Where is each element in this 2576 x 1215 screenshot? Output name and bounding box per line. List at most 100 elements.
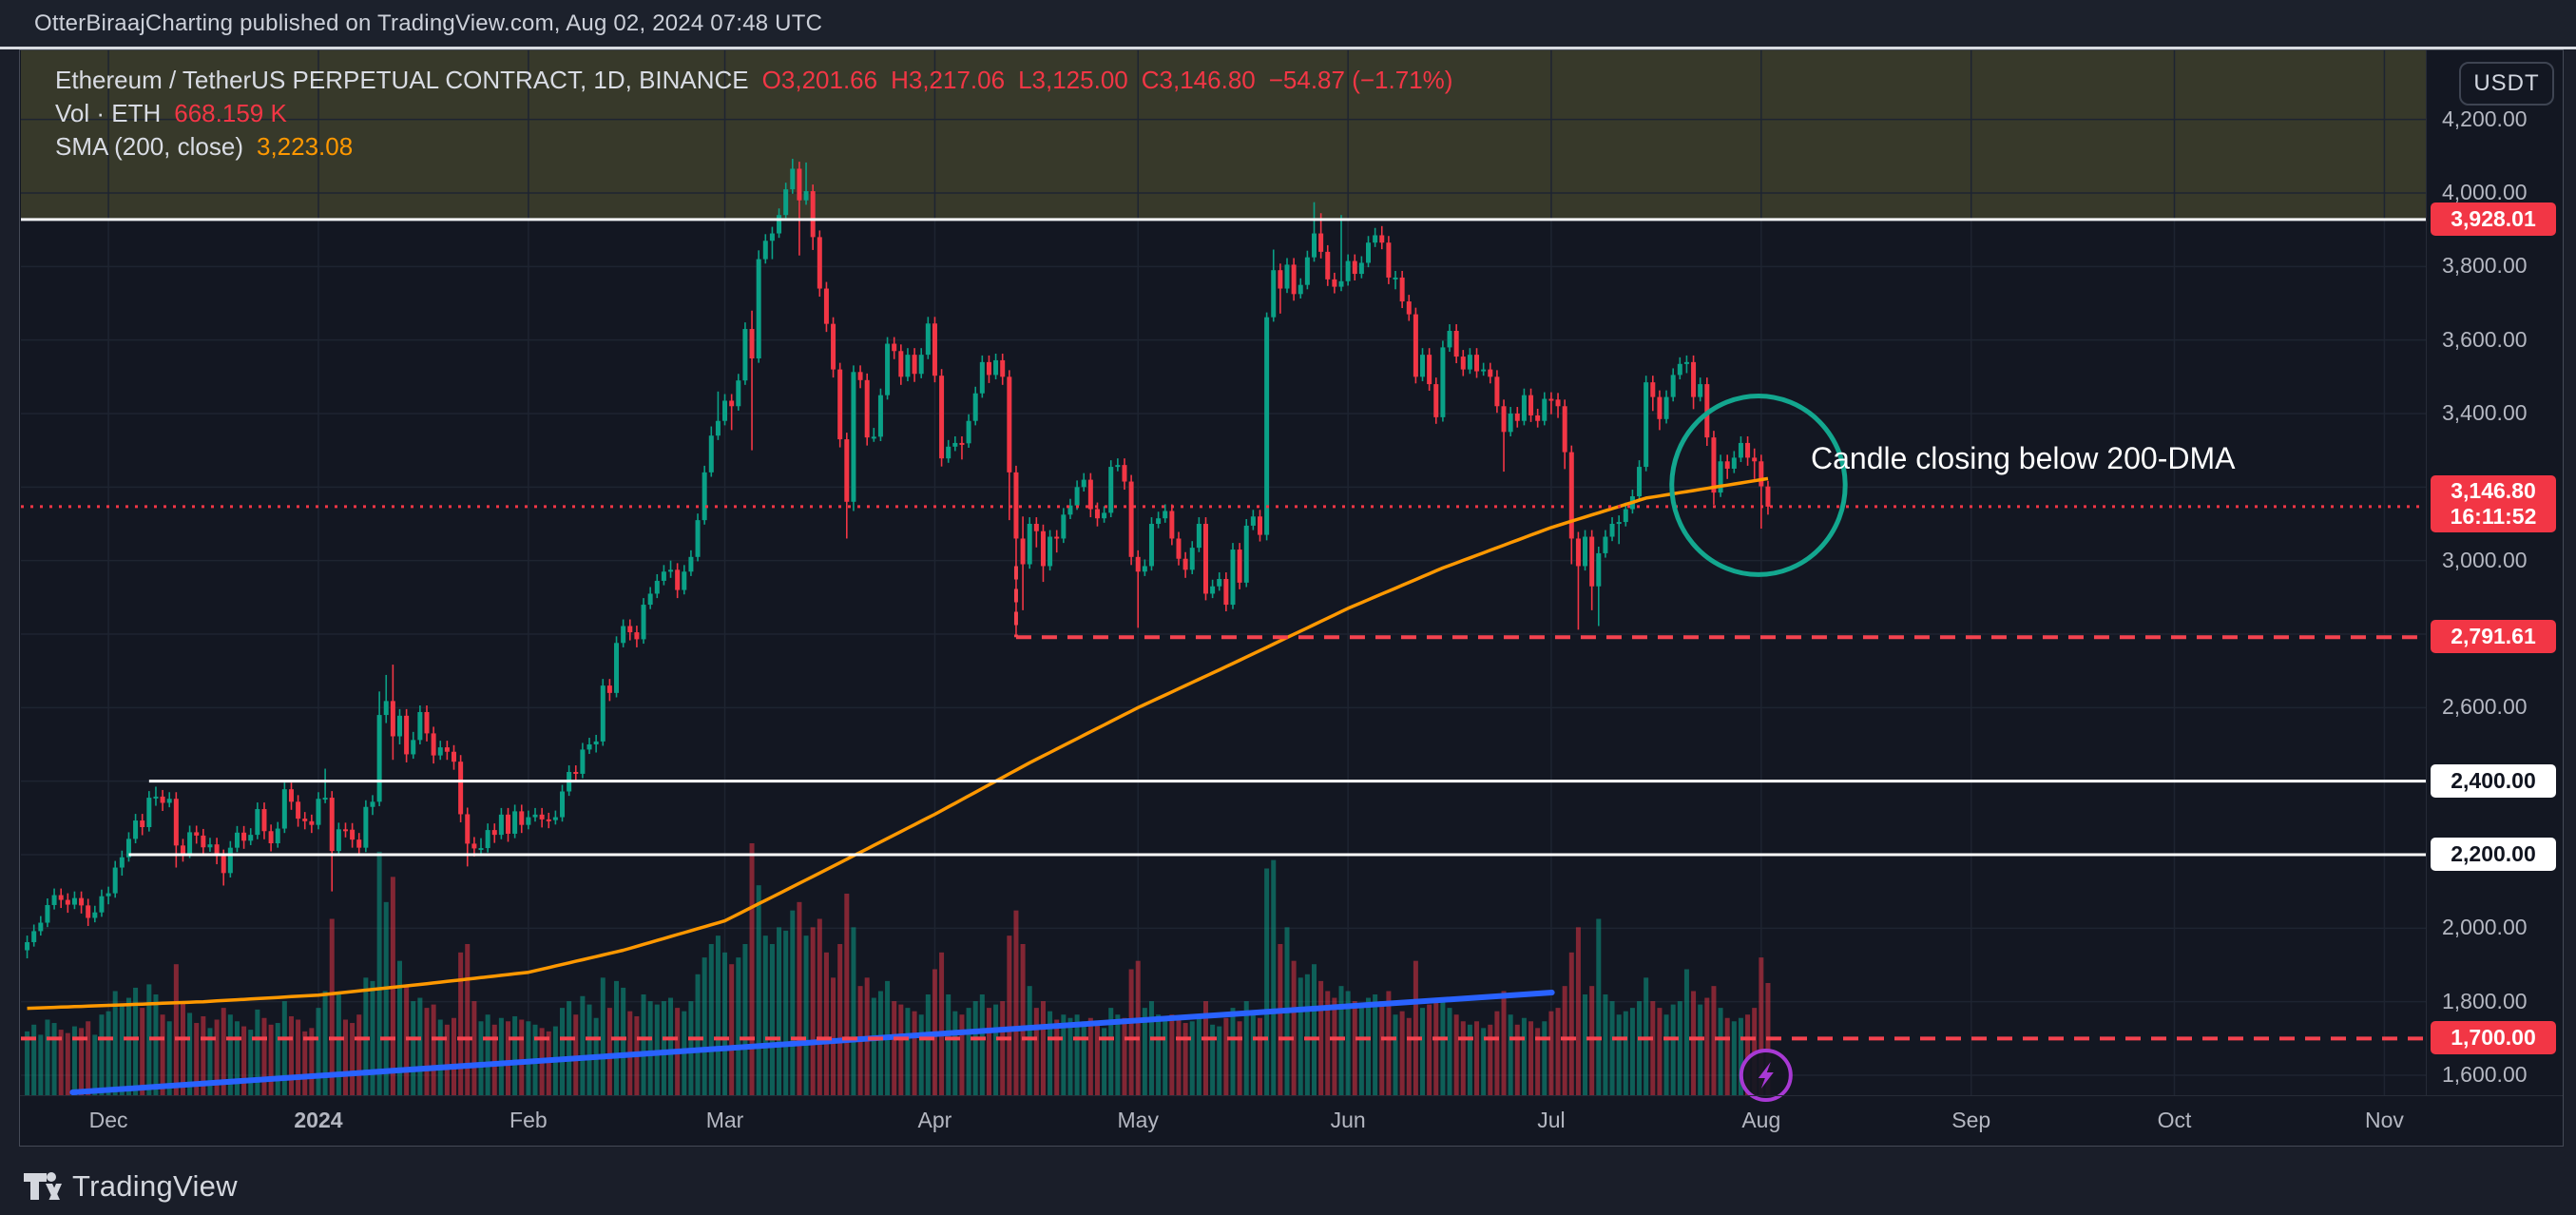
volume-bar — [92, 1034, 98, 1095]
volume-bar — [214, 1019, 220, 1095]
candle-body — [871, 436, 876, 439]
candle-body — [140, 820, 145, 828]
candle-body — [1548, 398, 1554, 401]
candle-body — [411, 740, 416, 755]
candle-body — [133, 820, 139, 839]
volume-bar — [654, 1004, 660, 1095]
highlight-circle[interactable] — [1669, 393, 1848, 577]
volume-bar — [363, 977, 369, 1095]
volume-bar — [851, 927, 856, 1095]
volume-bar — [546, 1031, 551, 1095]
candle-body — [1366, 242, 1372, 263]
candle-body — [329, 798, 335, 852]
volume-bar — [261, 1017, 267, 1095]
volume-bar — [1467, 1024, 1472, 1095]
volume-bar — [342, 1019, 348, 1095]
candle-body — [173, 799, 179, 846]
candle-body — [478, 848, 484, 851]
candle-body — [296, 801, 301, 820]
volume-bar — [1013, 910, 1019, 1095]
candle-body — [606, 685, 612, 693]
candle-body — [309, 820, 315, 825]
candle-body — [769, 233, 775, 241]
time-axis[interactable]: Dec 2024 Feb Mar Apr May Jun Jul Aug Sep Oct Nov — [20, 1095, 2563, 1147]
tradingview-logo-icon — [24, 1172, 62, 1200]
candle-body — [1230, 550, 1236, 606]
candle-body — [261, 809, 267, 832]
candle-body — [370, 801, 375, 807]
candle-body — [316, 799, 321, 825]
volume-bar — [1210, 1024, 1216, 1095]
volume-bar — [478, 1021, 484, 1095]
candle-body — [600, 685, 606, 742]
candle-body — [864, 379, 870, 438]
currency-toggle-button[interactable]: USDT — [2459, 62, 2554, 106]
volume-bar — [201, 1015, 206, 1095]
volume-bar — [424, 1008, 430, 1095]
volume-bar — [31, 1024, 37, 1095]
volume-bar — [1657, 1008, 1663, 1095]
volume-bar — [153, 994, 159, 1095]
trendline[interactable] — [69, 990, 1555, 1095]
volume-bar — [1304, 974, 1310, 1095]
volume-bar — [823, 952, 829, 1095]
volume-bar — [1312, 964, 1317, 1095]
candle-body — [1312, 233, 1317, 258]
volume-bar — [227, 1014, 233, 1095]
chart-plot-area[interactable]: Ethereum / TetherUS PERPETUAL CONTRACT, … — [21, 50, 2426, 1102]
candle-body — [702, 472, 707, 521]
candle-body — [1264, 317, 1270, 535]
volume-bar — [329, 918, 335, 1095]
candle-body — [1182, 558, 1188, 570]
volume-bar — [939, 952, 945, 1095]
volume-bar — [1609, 1001, 1615, 1095]
volume-bar — [817, 918, 822, 1095]
price-badge-3,146.80: 3,146.80 16:11:52 — [2431, 474, 2556, 532]
volume-bar — [194, 1023, 200, 1095]
candle-body — [810, 191, 816, 238]
time-axis-label-Jul: Jul — [1537, 1108, 1566, 1132]
price-axis[interactable]: USDT 4,200.00 4,000.00 3,800.00 3,600.00 3,4… — [2426, 50, 2564, 1095]
candle-body — [1759, 461, 1764, 487]
candle-body — [959, 442, 965, 445]
volume-bar — [586, 1004, 592, 1095]
volume-bar — [803, 935, 809, 1095]
volume-bar — [1182, 1023, 1188, 1095]
candle-body — [166, 799, 172, 803]
candle-body — [851, 372, 856, 502]
volume-bar — [417, 997, 423, 1095]
tradingview-logo-text[interactable]: TradingView — [72, 1169, 238, 1203]
candle-body — [187, 832, 193, 854]
volume-label[interactable]: Vol · ETH — [55, 99, 162, 127]
volume-bar — [959, 1014, 965, 1095]
candle-body — [972, 393, 978, 421]
chart-annotation-text: Candle closing below 200-DMA — [1811, 441, 2236, 475]
sma-label[interactable]: SMA (200, close) — [55, 132, 243, 161]
volume-bar — [1318, 980, 1324, 1095]
volume-bar — [1745, 1014, 1751, 1095]
candle-body — [736, 380, 741, 407]
candle-body — [519, 811, 525, 825]
candle-body — [1345, 260, 1351, 281]
candle-body — [58, 895, 64, 900]
volume-bar — [1663, 1014, 1669, 1095]
candle-body — [302, 819, 308, 821]
candle-body — [1677, 363, 1682, 376]
volume-bar — [187, 1012, 193, 1095]
volume-bar — [831, 977, 836, 1095]
volume-bar — [1352, 1001, 1357, 1095]
candle-body — [627, 626, 633, 633]
volume-bar — [1460, 1021, 1466, 1095]
candle-body — [993, 359, 999, 376]
candle-body — [1555, 399, 1561, 407]
candle-body — [823, 288, 829, 324]
candle-body — [234, 832, 240, 848]
volume-bar — [647, 1001, 653, 1095]
symbol-title[interactable]: Ethereum / TetherUS PERPETUAL CONTRACT, … — [55, 66, 749, 94]
candle-body — [1453, 331, 1459, 357]
candle-body — [1094, 509, 1100, 519]
volume-bar — [1102, 1028, 1107, 1095]
price-tick-label: 3,400.00 — [2442, 400, 2528, 425]
candle-body — [526, 817, 531, 825]
